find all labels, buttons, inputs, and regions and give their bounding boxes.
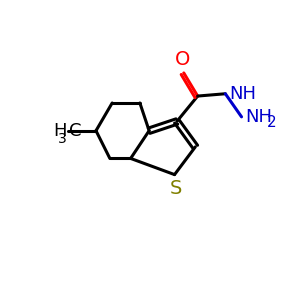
Text: C: C <box>69 122 82 140</box>
Text: S: S <box>169 179 182 198</box>
Text: 3: 3 <box>58 133 67 146</box>
Text: 2: 2 <box>266 115 276 130</box>
Text: H: H <box>54 122 67 140</box>
Text: NH: NH <box>229 85 256 103</box>
Text: O: O <box>175 50 190 70</box>
Text: NH: NH <box>245 108 272 126</box>
